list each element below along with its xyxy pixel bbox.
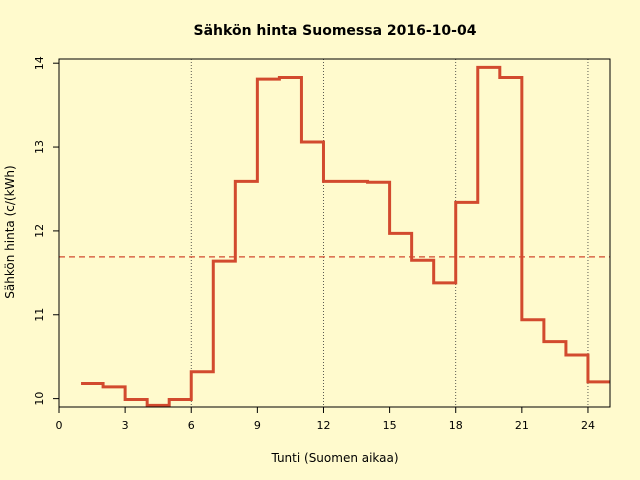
x-tick-label: 21 [515, 419, 529, 432]
x-axis: 0 3 6 9 12 15 18 21 24 [56, 407, 595, 432]
y-tick-label: 11 [33, 308, 46, 322]
plot-frame [58, 58, 611, 408]
y-tick-label: 12 [33, 224, 46, 238]
x-tick-label: 9 [254, 419, 261, 432]
x-tick-label: 3 [122, 419, 129, 432]
y-tick-label: 10 [33, 392, 46, 406]
y-axis: 10 11 12 13 14 [33, 56, 59, 406]
x-tick-label: 18 [449, 419, 463, 432]
x-tick-label: 0 [56, 419, 63, 432]
y-tick-label: 13 [33, 140, 46, 154]
x-tick-label: 15 [383, 419, 397, 432]
chart-title: Sähkön hinta Suomessa 2016-10-04 [194, 23, 477, 39]
x-tick-label: 6 [188, 419, 195, 432]
x-axis-label: Tunti (Suomen aikaa) [270, 451, 398, 465]
x-tick-label: 12 [316, 419, 330, 432]
series-line [81, 65, 610, 407]
x-tick-label: 24 [581, 419, 595, 432]
y-axis-label: Sähkön hinta (c/(kWh) [3, 165, 17, 298]
y-tick-label: 14 [33, 56, 46, 70]
